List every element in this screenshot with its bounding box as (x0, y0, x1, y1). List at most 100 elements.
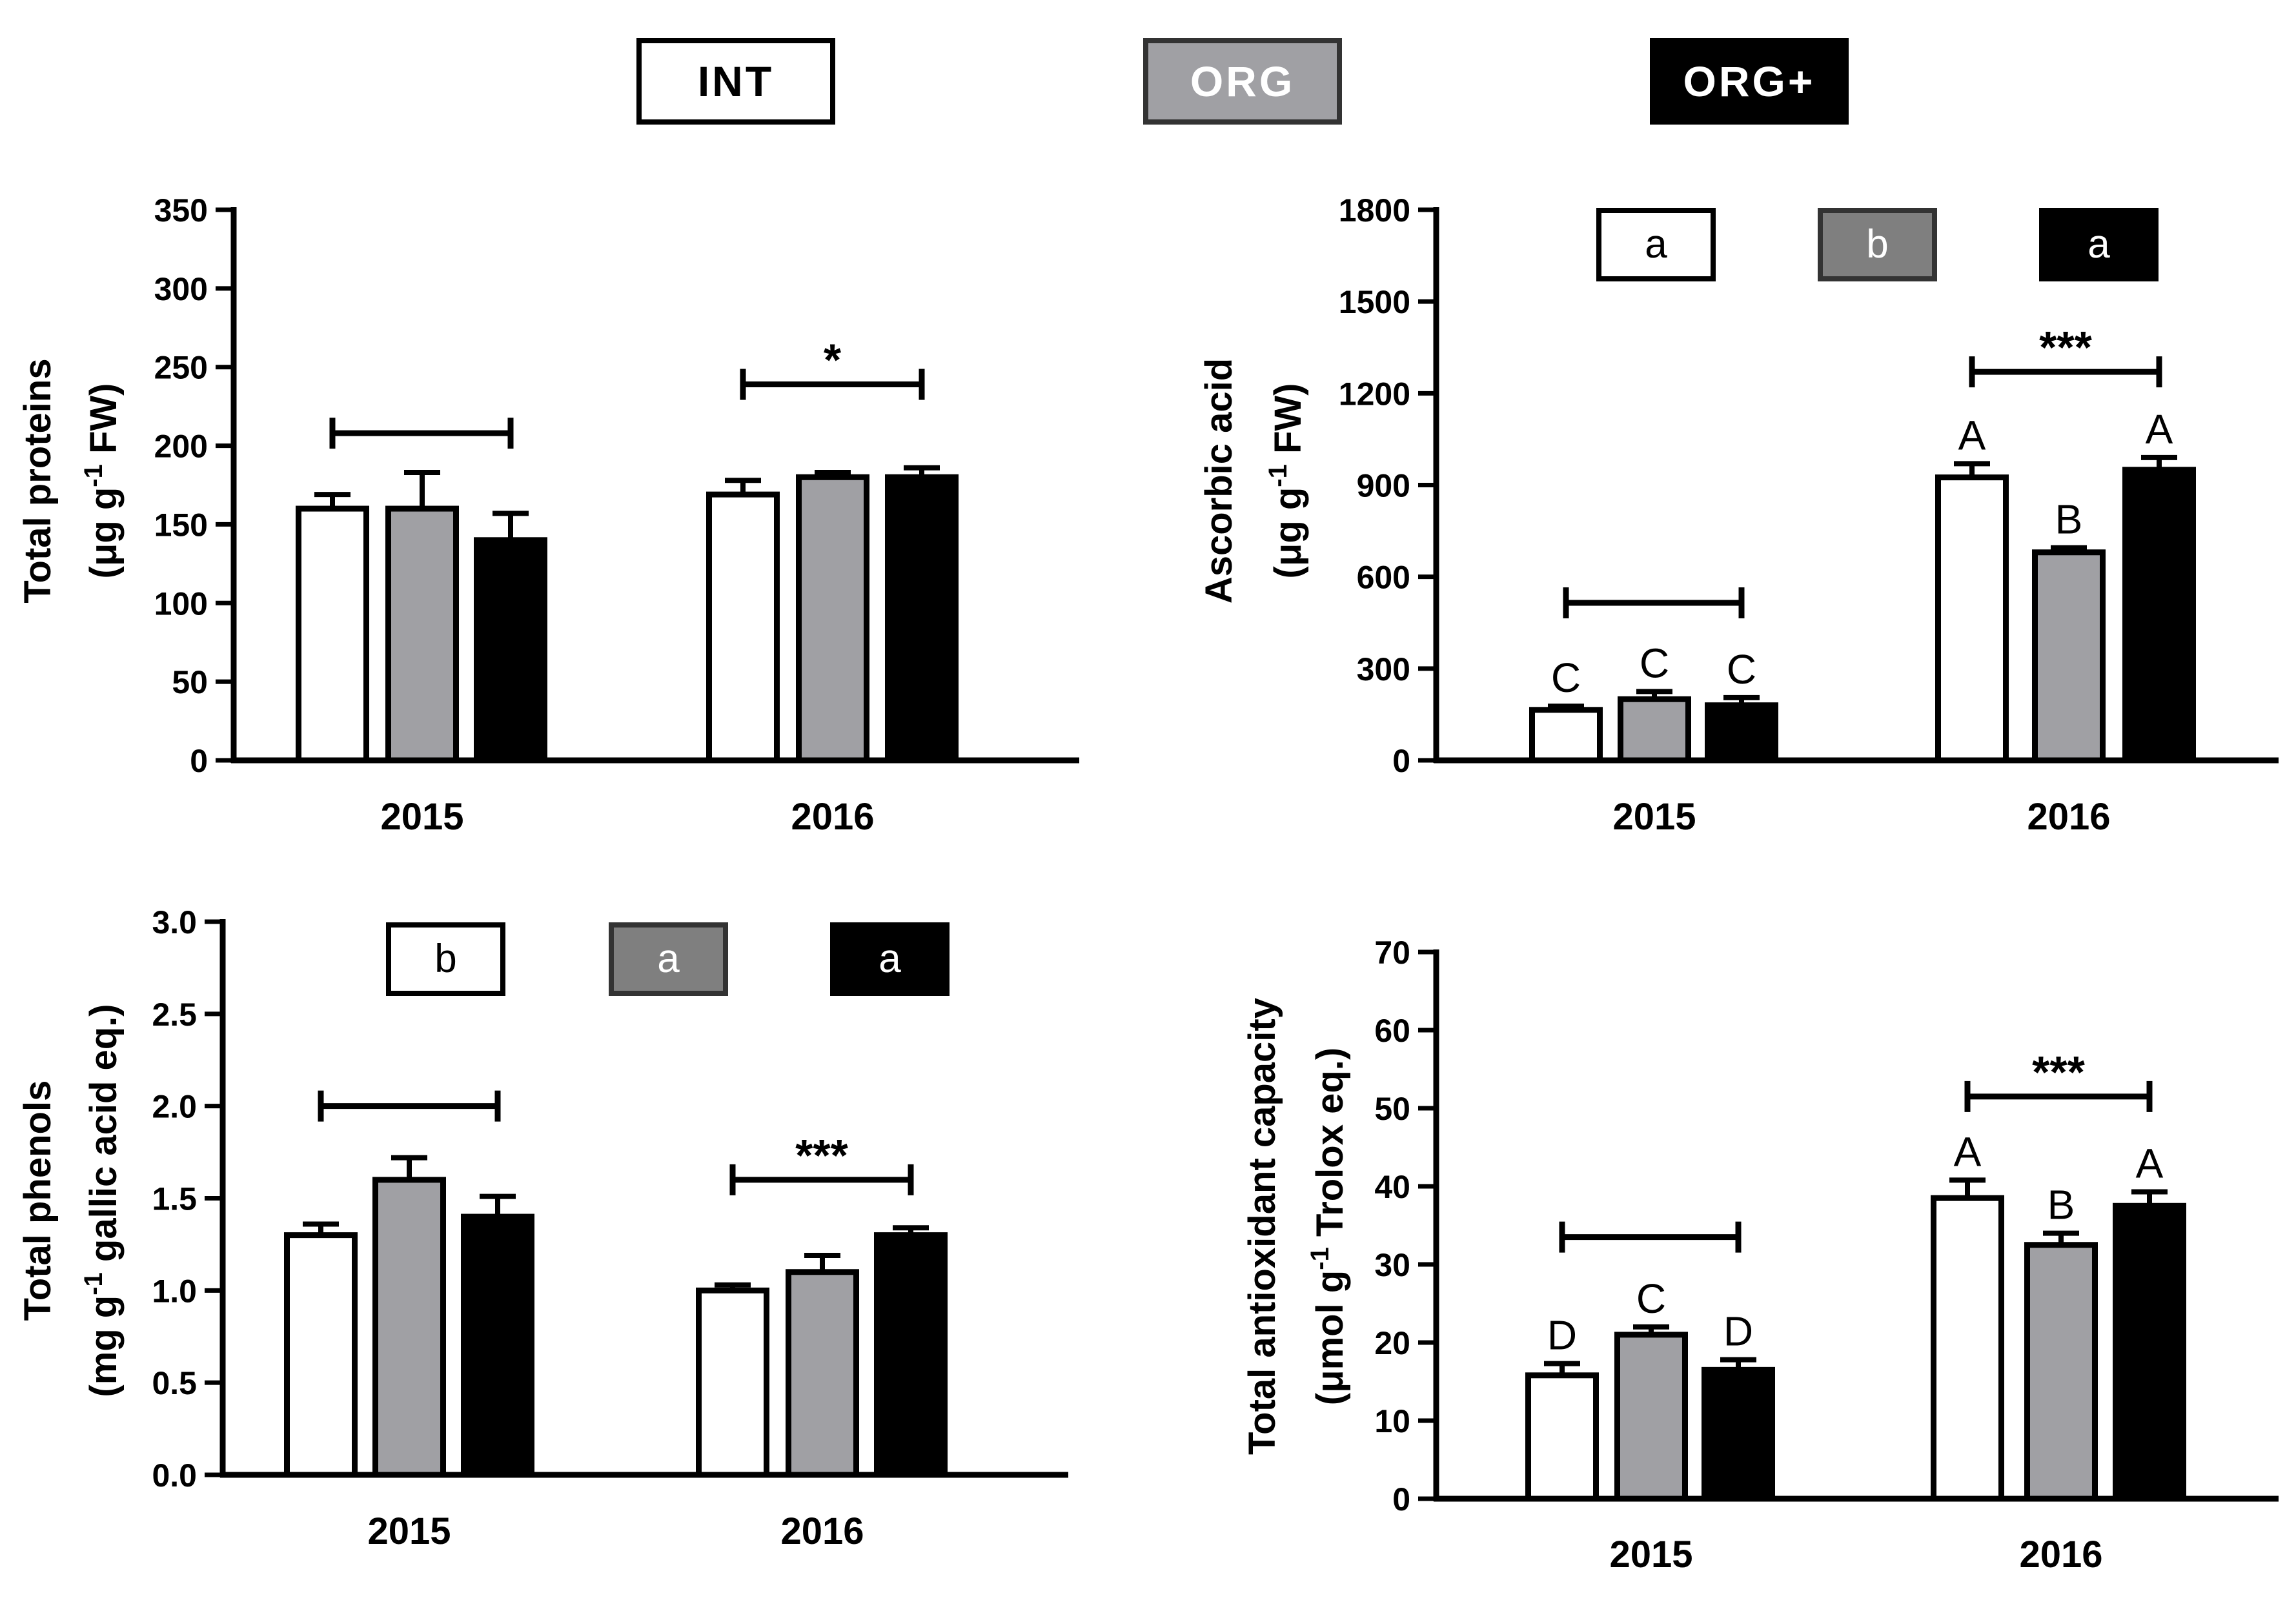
y-tick-label: 1500 (1339, 284, 1410, 320)
bar-org-plus-2015 (1702, 1366, 1775, 1502)
significance-letter: B (2055, 496, 2083, 543)
y-tick-label: 20 (1374, 1325, 1410, 1361)
significance-letter: A (2146, 406, 2173, 452)
group-letter: b (434, 937, 456, 981)
y-tick-label: 2.0 (152, 1089, 197, 1125)
bar-org-2015 (372, 1177, 446, 1478)
y-tick-label: 3.0 (152, 904, 197, 940)
y-axis-label: Total antioxidant capacity (1241, 998, 1283, 1455)
bar-int-2015 (296, 505, 369, 764)
y-axis-unit-label: (mg g-1 gallic acid eq.) (79, 1004, 125, 1397)
bar-org-2016 (2032, 549, 2106, 764)
significance-letter: A (2136, 1140, 2164, 1186)
y-tick-label: 60 (1374, 1013, 1410, 1049)
y-tick-label: 1200 (1339, 376, 1410, 412)
y-tick-label: 1.5 (152, 1181, 197, 1217)
bar-org-2016 (2024, 1242, 2098, 1502)
bar-org-plus-2015 (474, 537, 547, 764)
significance-letter: B (2047, 1182, 2075, 1228)
group-letter: b (1866, 222, 1888, 267)
group-letter-box (386, 922, 505, 996)
unit-text: Trolox eq.) (1309, 1048, 1351, 1247)
y-tick-label: 30 (1374, 1247, 1410, 1283)
group-letter: a (1645, 222, 1667, 267)
bar-org-2015 (385, 505, 459, 764)
superscript: -1 (1306, 1247, 1334, 1270)
group-letter-box (609, 922, 728, 996)
y-tick-label: 50 (172, 664, 208, 700)
y-tick-label: 0 (1392, 1481, 1410, 1517)
group-letter-box (1818, 208, 1937, 281)
significance-stars: * (824, 335, 842, 385)
significance-letter: A (1954, 1128, 1982, 1175)
significance-letter: D (1547, 1312, 1577, 1359)
y-tick-label: 40 (1374, 1169, 1410, 1205)
legend-label: INT (698, 57, 774, 105)
y-tick-label: 10 (1374, 1403, 1410, 1439)
bar-int-2016 (1931, 1195, 2004, 1502)
group-letter: a (879, 937, 901, 981)
group-letter: a (2088, 222, 2110, 267)
y-tick-label: 300 (154, 271, 208, 307)
bar-org-2016 (786, 1269, 859, 1478)
legend: INT ORG ORG+ (636, 38, 1849, 125)
x-category-label: 2015 (380, 796, 463, 838)
unit-text: FW) (83, 383, 125, 465)
unit-text: (mg g (83, 1295, 125, 1397)
y-axis-unit-label: (μg g-1 FW) (1264, 383, 1309, 579)
x-category-label: 2016 (2027, 796, 2110, 838)
y-tick-label: 900 (1357, 468, 1410, 504)
x-category-label: 2016 (791, 796, 874, 838)
unit-text: FW) (1267, 383, 1309, 465)
bar-int-2016 (696, 1287, 769, 1478)
y-tick-label: 200 (154, 429, 208, 465)
unit-text: gallic acid eq.) (83, 1004, 125, 1272)
bar-org-plus-2015 (461, 1213, 534, 1478)
chart-total-proteins: 0 50 100 150 200 250 300 350 Total proteins (μg g… (17, 192, 1079, 838)
group-letter-box (830, 922, 950, 996)
y-tick-label: 350 (154, 192, 208, 228)
y-axis-label: Total phenols (17, 1080, 59, 1321)
bar-org-plus-2016 (2113, 1202, 2186, 1502)
y-tick-label: 50 (1374, 1091, 1410, 1127)
x-category-label: 2016 (2019, 1534, 2102, 1576)
y-axis-label: Ascorbic acid (1198, 358, 1240, 603)
chart-total-antioxidant-capacity: 0 10 20 30 40 50 60 70 Total antioxidant capacit… (1241, 935, 2279, 1576)
bar-org-plus-2016 (2122, 467, 2196, 764)
superscript: -1 (79, 1272, 108, 1295)
legend-swatch (636, 38, 835, 125)
significance-letter: C (1727, 646, 1756, 693)
legend-label: ORG+ (1683, 57, 1816, 105)
bar-int-2015 (284, 1232, 358, 1478)
y-axis-unit-label: (μg g-1 FW) (79, 383, 125, 579)
significance-letter: D (1723, 1308, 1753, 1355)
bar-org-plus-2015 (1705, 702, 1778, 764)
unit-text: (μg g (83, 487, 125, 579)
y-tick-label: 1.0 (152, 1273, 197, 1309)
x-category-label: 2016 (780, 1510, 864, 1552)
y-tick-label: 0.0 (152, 1457, 197, 1494)
unit-text: (μmol g (1309, 1270, 1351, 1405)
y-tick-label: 2.5 (152, 997, 197, 1033)
chart-total-phenols: 0.0 0.5 1.0 1.5 2.0 2.5 3.0 Total phenols (mg g-… (17, 904, 1068, 1552)
significance-letter: C (1551, 654, 1581, 701)
bar-org-2015 (1614, 1332, 1688, 1502)
legend-swatch (1143, 38, 1342, 125)
group-letter-box (2039, 208, 2159, 281)
unit-text: (μg g (1267, 487, 1309, 579)
bar-int-2016 (1935, 474, 2009, 764)
bar-org-plus-2016 (885, 474, 959, 764)
significance-letter: C (1640, 640, 1669, 686)
superscript: -1 (79, 464, 108, 487)
y-tick-label: 150 (154, 507, 208, 543)
legend-item-org-plus: ORG+ (1650, 38, 1849, 125)
x-category-label: 2015 (1612, 796, 1696, 838)
x-category-label: 2015 (1609, 1534, 1692, 1576)
group-letter-box (1596, 208, 1716, 281)
significance-letter: A (1958, 412, 1986, 458)
y-tick-label: 0 (190, 743, 208, 779)
y-tick-label: 600 (1357, 560, 1410, 596)
bar-org-plus-2016 (874, 1232, 948, 1478)
legend-item-org: ORG (1143, 38, 1342, 125)
bar-int-2016 (706, 491, 780, 764)
